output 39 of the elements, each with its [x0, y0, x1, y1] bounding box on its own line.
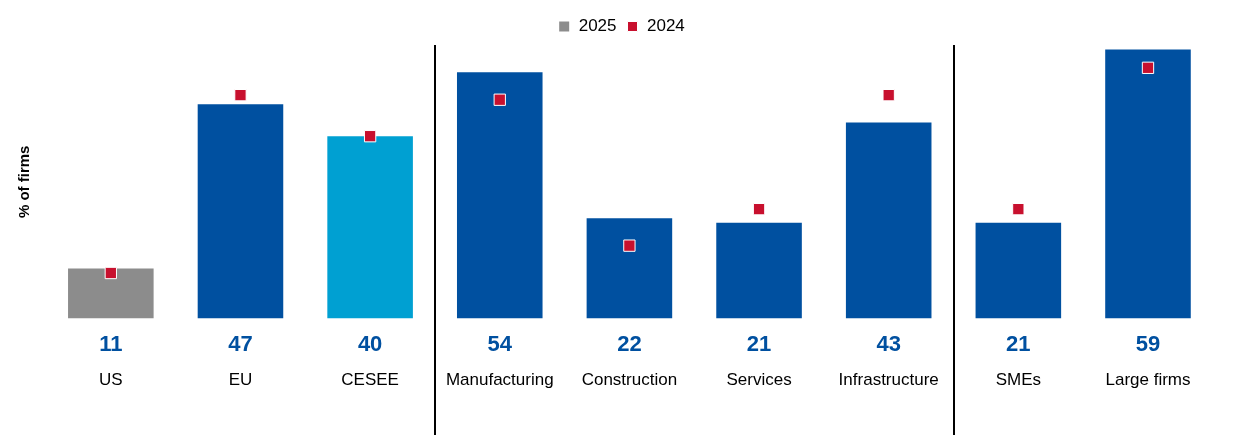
point — [493, 93, 506, 106]
x-tick-label: SMEs — [995, 370, 1042, 390]
data-label: 59 — [1135, 330, 1161, 356]
x-tick-label: CESEE — [341, 370, 399, 390]
data-label: 11 — [99, 330, 123, 356]
legend-label: 2025 — [578, 16, 617, 36]
data-label: 21 — [1006, 330, 1031, 356]
x-tick-label: Services — [726, 370, 792, 390]
data-label: 43 — [876, 330, 901, 356]
bar — [1105, 49, 1191, 319]
point — [623, 239, 636, 252]
point — [363, 130, 377, 143]
x-tick-label: Large firms — [1105, 370, 1191, 390]
point — [752, 203, 766, 216]
bar — [716, 222, 802, 319]
point — [234, 89, 247, 102]
point — [104, 266, 117, 280]
bar — [197, 104, 284, 319]
data-label: 47 — [228, 330, 253, 356]
bar — [456, 72, 543, 319]
x-tick-label: Manufacturing — [445, 370, 554, 390]
bar — [327, 136, 413, 319]
x-tick-label: Infrastructure — [838, 370, 939, 390]
point — [1012, 203, 1025, 216]
point — [1141, 61, 1155, 74]
x-tick-label: EU — [228, 370, 253, 390]
data-label: 40 — [357, 330, 383, 356]
data-label: 54 — [487, 330, 513, 356]
point — [882, 89, 895, 102]
bar — [845, 122, 932, 319]
data-label: 22 — [617, 330, 642, 356]
x-tick-label: US — [99, 370, 123, 390]
bar — [68, 268, 154, 319]
data-label: 21 — [746, 330, 772, 356]
bar — [975, 222, 1062, 319]
legend-label: 2024 — [647, 16, 685, 36]
y-axis-title: % of firms — [15, 145, 33, 219]
x-tick-label: Construction — [581, 370, 678, 390]
bar — [586, 218, 673, 319]
